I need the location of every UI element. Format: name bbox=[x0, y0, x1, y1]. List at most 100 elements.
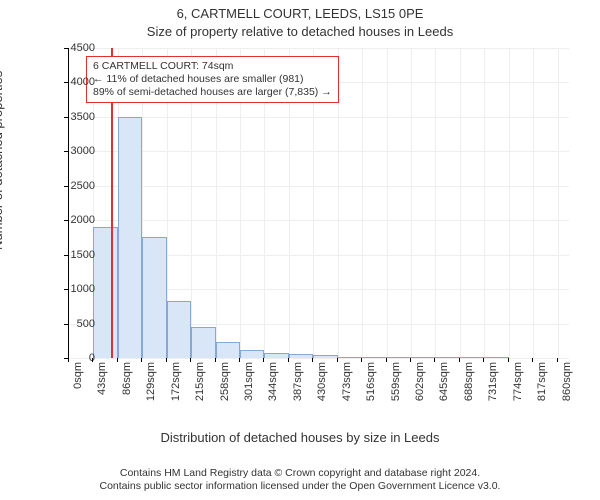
x-gridline bbox=[411, 48, 412, 358]
y-tick-mark bbox=[64, 82, 68, 83]
histogram-bar bbox=[240, 350, 264, 358]
histogram-bar bbox=[191, 327, 215, 358]
x-gridline bbox=[387, 48, 388, 358]
y-tick-mark bbox=[64, 289, 68, 290]
x-tick-label: 860sqm bbox=[561, 362, 573, 422]
annotation-line: 89% of semi-detached houses are larger (… bbox=[93, 86, 332, 99]
x-tick-mark bbox=[459, 358, 460, 362]
x-tick-mark bbox=[263, 358, 264, 362]
x-tick-mark bbox=[386, 358, 387, 362]
histogram-bar bbox=[338, 357, 362, 358]
histogram-bar bbox=[484, 357, 508, 358]
x-tick-mark bbox=[92, 358, 93, 362]
annotation-line: ← 11% of detached houses are smaller (98… bbox=[93, 73, 332, 86]
x-tick-label: 774sqm bbox=[512, 362, 524, 422]
footer-attribution: Contains HM Land Registry data © Crown c… bbox=[0, 467, 600, 494]
x-gridline bbox=[558, 48, 559, 358]
histogram-bar bbox=[387, 357, 411, 358]
y-gridline bbox=[69, 48, 569, 49]
x-gridline bbox=[484, 48, 485, 358]
x-tick-mark bbox=[239, 358, 240, 362]
y-tick-label: 2500 bbox=[55, 180, 95, 192]
y-tick-mark bbox=[64, 117, 68, 118]
x-tick-label: 387sqm bbox=[292, 362, 304, 422]
x-tick-mark bbox=[312, 358, 313, 362]
histogram-bar bbox=[460, 357, 484, 358]
x-tick-mark bbox=[117, 358, 118, 362]
histogram-bar bbox=[167, 301, 191, 358]
x-tick-label: 688sqm bbox=[463, 362, 475, 422]
x-tick-mark bbox=[532, 358, 533, 362]
y-tick-mark bbox=[64, 324, 68, 325]
x-gridline bbox=[460, 48, 461, 358]
chart-title-main: 6, CARTMELL COURT, LEEDS, LS15 0PE bbox=[0, 6, 600, 21]
x-tick-mark bbox=[141, 358, 142, 362]
y-gridline bbox=[69, 220, 569, 221]
histogram-bar bbox=[362, 357, 386, 358]
x-tick-label: 0sqm bbox=[72, 362, 84, 422]
x-tick-label: 430sqm bbox=[316, 362, 328, 422]
histogram-bar bbox=[118, 117, 142, 358]
histogram-bar bbox=[289, 354, 313, 358]
chart-container: 6, CARTMELL COURT, LEEDS, LS15 0PE Size … bbox=[0, 0, 600, 500]
y-gridline bbox=[69, 358, 569, 359]
y-gridline bbox=[69, 186, 569, 187]
x-tick-label: 344sqm bbox=[267, 362, 279, 422]
y-tick-mark bbox=[64, 255, 68, 256]
x-tick-mark bbox=[483, 358, 484, 362]
x-tick-label: 559sqm bbox=[390, 362, 402, 422]
y-tick-label: 500 bbox=[55, 318, 95, 330]
x-tick-mark bbox=[215, 358, 216, 362]
y-gridline bbox=[69, 117, 569, 118]
y-gridline bbox=[69, 151, 569, 152]
x-gridline bbox=[435, 48, 436, 358]
y-tick-label: 1000 bbox=[55, 283, 95, 295]
x-tick-mark bbox=[410, 358, 411, 362]
histogram-bar bbox=[411, 357, 435, 358]
x-tick-label: 731sqm bbox=[487, 362, 499, 422]
y-tick-label: 3500 bbox=[55, 111, 95, 123]
x-tick-label: 516sqm bbox=[365, 362, 377, 422]
y-axis-label: Number of detached properties bbox=[0, 71, 5, 250]
x-tick-label: 602sqm bbox=[414, 362, 426, 422]
y-tick-mark bbox=[64, 220, 68, 221]
x-gridline bbox=[509, 48, 510, 358]
x-tick-mark bbox=[337, 358, 338, 362]
histogram-bar bbox=[93, 227, 117, 358]
x-tick-label: 129sqm bbox=[145, 362, 157, 422]
x-tick-mark bbox=[288, 358, 289, 362]
histogram-bar bbox=[313, 355, 337, 358]
chart-title-sub: Size of property relative to detached ho… bbox=[0, 24, 600, 39]
x-tick-mark bbox=[557, 358, 558, 362]
histogram-bar bbox=[142, 237, 166, 358]
annotation-line: 6 CARTMELL COURT: 74sqm bbox=[93, 60, 332, 73]
histogram-bar bbox=[264, 353, 288, 359]
annotation-box: 6 CARTMELL COURT: 74sqm← 11% of detached… bbox=[86, 56, 339, 103]
x-tick-label: 258sqm bbox=[219, 362, 231, 422]
y-tick-label: 4500 bbox=[55, 42, 95, 54]
x-tick-mark bbox=[166, 358, 167, 362]
histogram-bar bbox=[435, 357, 459, 358]
x-tick-label: 172sqm bbox=[170, 362, 182, 422]
x-tick-label: 817sqm bbox=[536, 362, 548, 422]
x-gridline bbox=[362, 48, 363, 358]
x-axis-label: Distribution of detached houses by size … bbox=[0, 430, 600, 445]
y-tick-label: 3000 bbox=[55, 145, 95, 157]
y-tick-mark bbox=[64, 48, 68, 49]
x-tick-label: 215sqm bbox=[194, 362, 206, 422]
y-tick-mark bbox=[64, 186, 68, 187]
x-gridline bbox=[533, 48, 534, 358]
y-tick-label: 1500 bbox=[55, 249, 95, 261]
y-tick-mark bbox=[64, 151, 68, 152]
x-tick-label: 473sqm bbox=[341, 362, 353, 422]
x-tick-mark bbox=[361, 358, 362, 362]
histogram-bar bbox=[216, 342, 240, 358]
y-tick-label: 2000 bbox=[55, 214, 95, 226]
x-tick-mark bbox=[434, 358, 435, 362]
x-tick-mark bbox=[68, 358, 69, 362]
x-tick-label: 645sqm bbox=[438, 362, 450, 422]
y-tick-label: 4000 bbox=[55, 76, 95, 88]
x-tick-label: 301sqm bbox=[243, 362, 255, 422]
footer-line-1: Contains HM Land Registry data © Crown c… bbox=[0, 467, 600, 481]
x-tick-mark bbox=[508, 358, 509, 362]
